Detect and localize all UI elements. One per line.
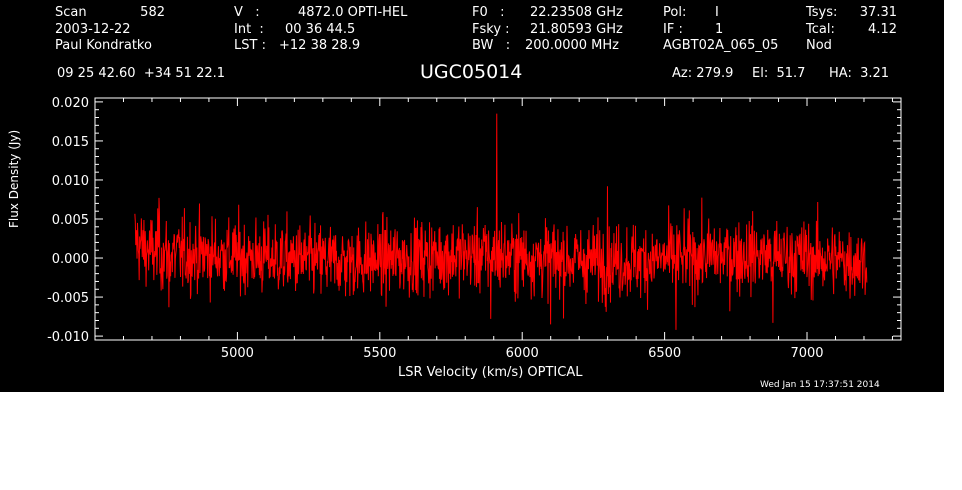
integration-value: 00 36 44.5 <box>285 22 356 37</box>
bandwidth-label: BW : <box>472 38 511 53</box>
bandwidth-value: 200.0000 MHz <box>525 38 619 53</box>
observing-mode: Nod <box>806 38 832 53</box>
hour-angle: HA: 3.21 <box>829 66 890 81</box>
x-axis-label: LSR Velocity (km/s) OPTICAL <box>398 365 583 380</box>
scan-label: Scan <box>55 5 87 20</box>
spectrum-line <box>134 113 868 330</box>
x-tick-label: 5500 <box>363 346 396 361</box>
project-id: AGBT02A_065_05 <box>663 38 779 53</box>
plot-timestamp: Wed Jan 15 17:37:51 2014 <box>760 380 880 390</box>
y-tick-label: 0.010 <box>52 174 89 189</box>
tsys-label: Tsys: <box>806 5 838 20</box>
integration-label: Int : <box>234 22 264 37</box>
lst-value: +12 38 28.9 <box>279 38 361 53</box>
spectrum-panel: Scan 582 2003-12-22 Paul Kondratko V : 4… <box>0 0 944 392</box>
y-tick-label: 0.000 <box>52 252 89 267</box>
velocity-value: 4872.0 OPTI-HEL <box>298 5 408 20</box>
x-tick-label: 5000 <box>221 346 254 361</box>
observer-name: Paul Kondratko <box>55 38 152 53</box>
y-tick-label: 0.015 <box>52 135 89 150</box>
sky-frequency-label: Fsky : <box>472 22 510 37</box>
velocity-label: V : <box>234 5 260 20</box>
rest-frequency-value: 22.23508 GHz <box>530 5 623 20</box>
x-tick-label: 7000 <box>790 346 823 361</box>
azimuth: Az: 279.9 <box>672 66 734 81</box>
y-tick-label: 0.005 <box>52 213 89 228</box>
spectrum-series <box>134 113 868 330</box>
sky-frequency-value: 21.80593 GHz <box>530 22 623 37</box>
observation-date: 2003-12-22 <box>55 22 131 37</box>
lst-label: LST : <box>234 38 266 53</box>
y-tick-label: -0.010 <box>47 330 89 345</box>
rest-frequency-label: F0 : <box>472 5 505 20</box>
y-axis-label: Flux Density (Jy) <box>7 129 21 228</box>
y-tick-label: 0.020 <box>52 96 89 111</box>
if-value: 1 <box>715 22 724 37</box>
axis-ticks <box>94 98 901 340</box>
tcal-value: 4.12 <box>868 22 897 37</box>
x-tick-label: 6500 <box>648 346 681 361</box>
tcal-label: Tcal: <box>806 22 835 37</box>
source-coordinates: 09 25 42.60 +34 51 22.1 <box>57 66 226 81</box>
elevation: El: 51.7 <box>752 66 806 81</box>
if-label: IF : <box>663 22 683 37</box>
tsys-value: 37.31 <box>859 5 897 20</box>
axis-labels: 5000 5500 6000 6500 7000 -0.010 -0.005 0.000 0.0… <box>47 96 823 361</box>
scan-number: 582 <box>140 5 165 20</box>
x-tick-label: 6000 <box>506 346 539 361</box>
spectrum-chart: 5000 5500 6000 6500 7000 -0.010 -0.005 0.000 0.0… <box>47 96 902 361</box>
source-name: UGC05014 <box>420 61 523 83</box>
polarization-value: I <box>715 5 719 20</box>
y-tick-label: -0.005 <box>47 291 89 306</box>
polarization-label: Pol: <box>663 5 687 20</box>
